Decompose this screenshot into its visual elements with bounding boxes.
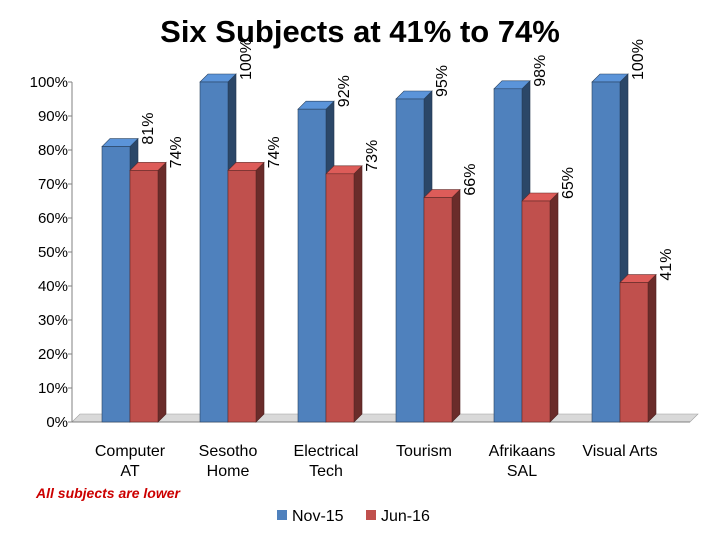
y-tick-label: 20% [38,346,68,363]
bar-jun-16-2 [325,165,363,423]
data-label-nov-15-2: 92% [336,75,353,107]
y-tick-label: 70% [38,176,68,193]
bar-front [493,88,523,423]
bar-jun-16-1 [227,161,265,423]
legend: Nov-15 Jun-16 [277,508,430,525]
bar-front [423,197,453,423]
category-label-3: Tourism [396,443,452,460]
bar-side [549,192,559,423]
category-label-4: Afrikaans SAL [489,443,556,480]
data-label-jun-16-1: 74% [266,136,283,168]
legend-label-jun-16: Jun-16 [381,508,430,525]
bar-front [227,170,257,423]
bar-side [157,161,167,423]
bar-front [591,81,621,423]
y-tick-label: 0% [46,414,68,431]
bar-side [353,165,363,423]
bar-front [521,200,551,423]
y-tick-label: 50% [38,244,68,261]
category-label-0: Computer AT [95,443,166,480]
bar-nov-15-5 [591,73,629,423]
bar-front [395,98,425,423]
legend-swatch-jun-16 [366,510,376,520]
data-label-jun-16-4: 65% [560,167,577,199]
data-label-nov-15-0: 81% [140,113,157,145]
category-label-1: Sesotho Home [199,443,258,480]
bar-jun-16-0 [129,161,167,423]
y-tick-label: 10% [38,380,68,397]
bar-jun-16-4 [521,192,559,423]
bar-side [451,188,461,423]
data-label-jun-16-2: 73% [364,140,381,172]
bar-side [647,273,657,423]
bar-front [297,108,327,423]
y-tick-label: 30% [38,312,68,329]
category-label-5: Visual Arts [582,443,657,460]
y-tick-label: 40% [38,278,68,295]
bar-front [619,282,649,423]
annotation-note: All subjects are lower [35,485,181,501]
data-label-nov-15-4: 98% [532,55,549,87]
bar-front [129,170,159,423]
y-tick-label: 90% [38,108,68,125]
bar-jun-16-5 [619,273,657,423]
data-label-nov-15-3: 95% [434,65,451,97]
data-label-nov-15-1: 100% [238,39,255,80]
y-tick-label: 60% [38,210,68,227]
category-label-2: Electrical Tech [294,443,359,480]
bar-side [255,161,265,423]
chart-title: Six Subjects at 41% to 74% [160,14,560,49]
bar-nov-15-4 [493,80,531,423]
legend-swatch-nov-15 [277,510,287,520]
bar-front [199,81,229,423]
bar-front [101,146,131,423]
y-tick-label: 100% [30,74,68,91]
legend-label-nov-15: Nov-15 [292,508,344,525]
bar-jun-16-3 [423,188,461,423]
bar-front [325,173,355,423]
data-label-nov-15-5: 100% [630,39,647,80]
y-tick-label: 80% [38,142,68,159]
data-label-jun-16-0: 74% [168,136,185,168]
data-label-jun-16-3: 66% [462,164,479,196]
data-label-jun-16-5: 41% [658,249,675,281]
